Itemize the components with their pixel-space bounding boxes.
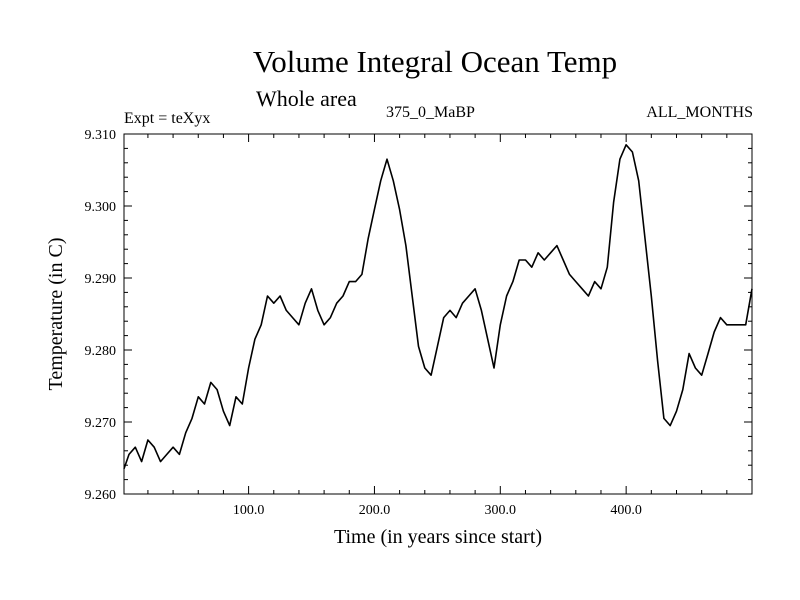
chart-title: Volume Integral Ocean Temp	[252, 44, 618, 79]
x-tick-label: 300.0	[485, 503, 517, 518]
months-label: ALL_MONTHS	[646, 104, 753, 121]
y-tick-label: 9.310	[85, 128, 117, 143]
y-tick-label: 9.290	[85, 272, 117, 287]
experiment-label: Expt = teXyx	[124, 110, 211, 127]
chart-subtitle: Whole area	[256, 86, 357, 111]
y-tick-label: 9.300	[85, 200, 117, 215]
x-tick-label: 100.0	[233, 503, 265, 518]
y-tick-label: 9.270	[85, 416, 117, 431]
ticks-layer: 100.0 200.0 300.0 400.0 9.260 9.270 9.280 9.290…	[85, 128, 752, 518]
y-tick-label: 9.280	[85, 344, 117, 359]
series-layer	[123, 144, 753, 470]
y-axis-label: Temperature (in C)	[45, 238, 67, 391]
x-axis-label: Time (in years since start)	[334, 526, 542, 548]
y-tick-label: 9.260	[85, 488, 117, 503]
x-tick-label: 200.0	[359, 503, 391, 518]
plot-frame	[123, 133, 753, 495]
period-label: 375_0_MaBP	[386, 104, 475, 121]
x-tick-label: 400.0	[610, 503, 642, 518]
series-line	[123, 144, 753, 470]
